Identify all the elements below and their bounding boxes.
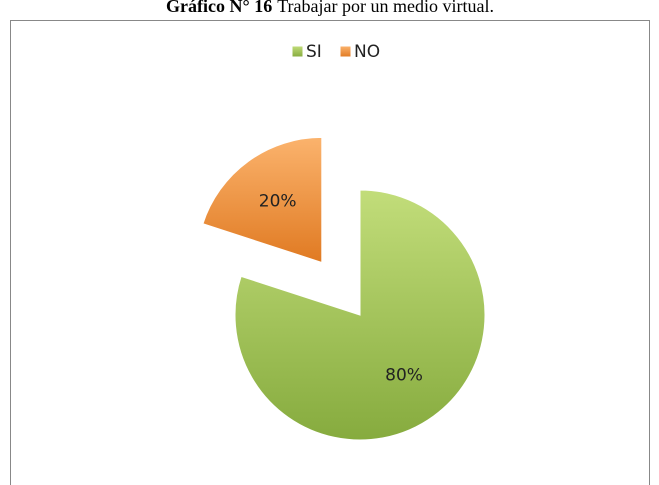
legend-swatch bbox=[291, 45, 304, 58]
chart-title: Gráfico N° 16 Trabajar por un medio virtu… bbox=[166, 0, 494, 16]
title-text: Trabajar por un medio virtual. bbox=[277, 0, 494, 16]
legend-swatch bbox=[339, 45, 352, 58]
value-label: 20% bbox=[259, 192, 297, 212]
title-prefix: Gráfico N° 16 bbox=[166, 0, 272, 16]
legend-label: NO bbox=[354, 42, 380, 62]
pie-slice bbox=[234, 189, 486, 441]
legend-label: SI bbox=[306, 42, 322, 62]
value-label: 80% bbox=[385, 366, 423, 386]
pie-slice bbox=[202, 136, 323, 264]
